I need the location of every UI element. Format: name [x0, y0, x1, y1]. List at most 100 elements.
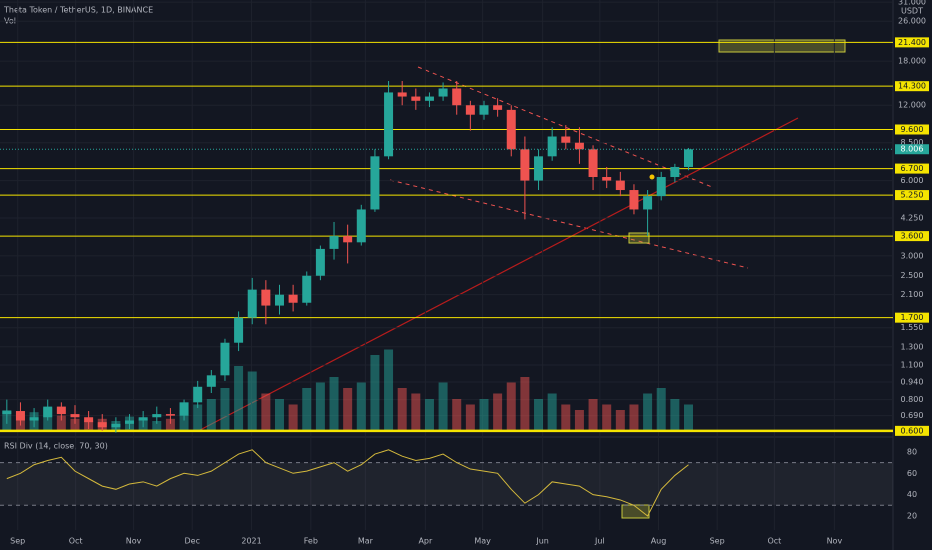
candle-body [329, 236, 339, 249]
candle-body [506, 109, 516, 150]
candle-body [520, 149, 530, 181]
chart-title: Theta Token / TetherUS, 1D, BINANCE [3, 6, 153, 15]
candle-body [479, 105, 489, 115]
candle-body [602, 177, 612, 181]
y-tick-label: 12.000 [898, 101, 926, 110]
candle-body [206, 375, 216, 387]
volume-bar [615, 410, 625, 432]
level-label: 5.250 [901, 191, 924, 200]
support-box [628, 232, 650, 244]
y-tick-label: 4.250 [901, 214, 924, 223]
candle-body [220, 342, 230, 376]
level-label: 6.700 [901, 164, 924, 173]
x-tick-label: Sep [10, 537, 25, 546]
y-tick-label: 1.300 [901, 342, 924, 351]
candle-body [656, 177, 666, 197]
y-tick-label: 0.800 [901, 395, 924, 404]
candle-body [138, 417, 148, 421]
candle-body [302, 275, 312, 303]
candle-body [547, 136, 557, 157]
channel-lower [389, 179, 749, 269]
y-tick-label: 2.500 [901, 271, 924, 280]
drawings [199, 39, 846, 519]
y-tick-label: 31.000 [898, 0, 926, 7]
volume-bar [656, 388, 666, 432]
candle-body [629, 190, 639, 210]
level-tag [895, 312, 929, 323]
candle-body [588, 149, 598, 178]
volume-bar [506, 382, 516, 432]
y-tick-label: 1.550 [901, 323, 924, 332]
rsi-line [6, 449, 689, 517]
volume-bar [370, 355, 380, 432]
volume-bar [247, 371, 257, 432]
level-label: 14.300 [898, 82, 926, 91]
candle-body [15, 411, 25, 421]
rsi-band [0, 462, 893, 506]
x-tick-label: Oct [767, 537, 781, 546]
last-price-label: 8.006 [901, 145, 924, 154]
volume-bar [547, 393, 557, 432]
y-tick-label: 3.000 [901, 251, 924, 260]
volume-bar [424, 399, 434, 432]
candle-body [615, 180, 625, 191]
volume-bar [397, 388, 407, 432]
candle-body [43, 406, 53, 418]
candle-body [70, 414, 80, 418]
level-label: 9.600 [901, 125, 924, 134]
x-tick-label: May [474, 537, 491, 546]
volume-bar [315, 382, 325, 432]
x-tick-label: Apr [418, 537, 433, 546]
marker [649, 174, 655, 180]
volume-bar [193, 404, 203, 432]
candle-body [534, 156, 544, 181]
level-label: 0.600 [901, 426, 924, 435]
candle-body [234, 317, 244, 343]
volume-bar [56, 415, 66, 432]
level-tag [895, 124, 929, 135]
candle-body [670, 166, 680, 178]
volume-bar [165, 418, 175, 432]
candle-body [288, 294, 298, 303]
candle-body [179, 402, 189, 416]
level-tag [895, 81, 929, 92]
candle-body [356, 209, 366, 243]
x-tick-label: Jun [535, 537, 549, 546]
volume-bar [220, 388, 230, 432]
candle-body [561, 136, 571, 143]
x-tick-label: Mar [358, 537, 374, 546]
candle-body [125, 420, 135, 424]
volume-bar [574, 410, 584, 432]
candle-body [343, 236, 353, 243]
volume-bar [356, 382, 366, 432]
volume-bar [561, 404, 571, 432]
volume-bar [206, 399, 216, 432]
candle-body [493, 105, 503, 110]
candle-body [165, 414, 175, 416]
y-tick-label: 8.500 [901, 138, 924, 147]
volume-bar [329, 377, 339, 432]
volume-bar [274, 399, 284, 432]
candle-body [411, 96, 421, 101]
volume-bar [343, 388, 353, 432]
y-tick-label: 2.100 [901, 290, 924, 299]
candle-body [247, 289, 257, 318]
rsi-tick-label: 60 [907, 469, 917, 478]
candle-body [193, 386, 203, 403]
volume-bar [179, 410, 189, 432]
candle-body [465, 105, 475, 115]
x-tick-label: Dec [184, 537, 199, 546]
volume-bar [452, 399, 462, 432]
trend-line [199, 117, 799, 431]
volume-bar [234, 366, 244, 432]
volume-bar [465, 404, 475, 432]
level-tag [895, 163, 929, 174]
rsi-tick-label: 80 [907, 447, 917, 456]
candle-body [643, 196, 653, 210]
x-tick-label: Feb [304, 537, 318, 546]
candle-body [152, 414, 162, 418]
volume-bar [602, 404, 612, 432]
volume-bar [670, 399, 680, 432]
x-tick-label: Oct [69, 537, 83, 546]
